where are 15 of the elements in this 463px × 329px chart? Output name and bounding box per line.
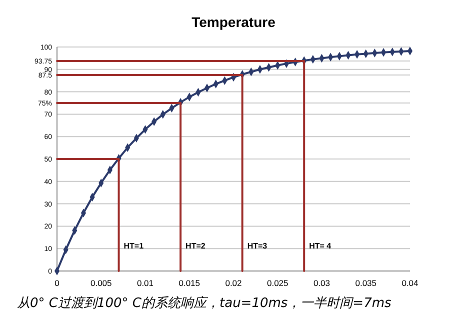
chart-title: Temperature (192, 14, 276, 30)
x-tick-label: 0.015 (178, 278, 200, 288)
x-tick-label: 0.035 (355, 278, 377, 288)
x-tick-label: 0.01 (136, 278, 154, 288)
x-tick-label: 0.025 (266, 278, 289, 288)
x-tick-label: 0.005 (90, 278, 112, 288)
text: 从0° C过渡到100° C的系统响应，tau=10ms，一半时间=7ms (17, 295, 392, 311)
annotation: HT=3 (247, 242, 268, 251)
x-tick-label: 0.03 (313, 278, 330, 288)
x-tick-label: 0.04 (402, 278, 419, 288)
annotation: HT=2 (186, 242, 206, 251)
annotation: HT= 4 (309, 242, 332, 251)
x-tick-label: 0.02 (225, 278, 242, 288)
annotation: HT=1 (124, 242, 144, 251)
x-tick-label: 0 (54, 278, 60, 288)
